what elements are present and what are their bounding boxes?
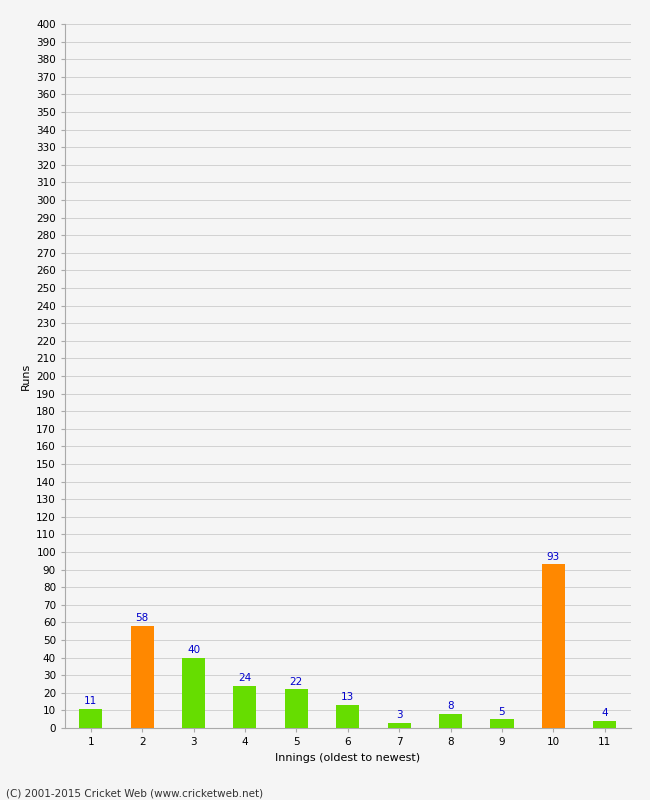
Text: 3: 3 bbox=[396, 710, 402, 720]
Bar bbox=[439, 714, 462, 728]
Bar bbox=[285, 690, 308, 728]
Text: 24: 24 bbox=[239, 673, 252, 683]
Bar bbox=[233, 686, 257, 728]
Text: 4: 4 bbox=[601, 708, 608, 718]
Bar bbox=[542, 564, 565, 728]
Text: 22: 22 bbox=[290, 677, 303, 686]
Text: 93: 93 bbox=[547, 552, 560, 562]
Text: 5: 5 bbox=[499, 706, 505, 717]
Text: (C) 2001-2015 Cricket Web (www.cricketweb.net): (C) 2001-2015 Cricket Web (www.cricketwe… bbox=[6, 788, 264, 798]
Y-axis label: Runs: Runs bbox=[21, 362, 31, 390]
X-axis label: Innings (oldest to newest): Innings (oldest to newest) bbox=[275, 753, 421, 762]
Text: 8: 8 bbox=[447, 702, 454, 711]
Bar bbox=[387, 722, 411, 728]
Bar bbox=[182, 658, 205, 728]
Bar bbox=[336, 705, 359, 728]
Bar bbox=[131, 626, 153, 728]
Bar bbox=[490, 719, 514, 728]
Text: 13: 13 bbox=[341, 693, 354, 702]
Bar bbox=[79, 709, 102, 728]
Text: 58: 58 bbox=[135, 614, 149, 623]
Bar bbox=[593, 721, 616, 728]
Text: 11: 11 bbox=[84, 696, 98, 706]
Text: 40: 40 bbox=[187, 645, 200, 655]
